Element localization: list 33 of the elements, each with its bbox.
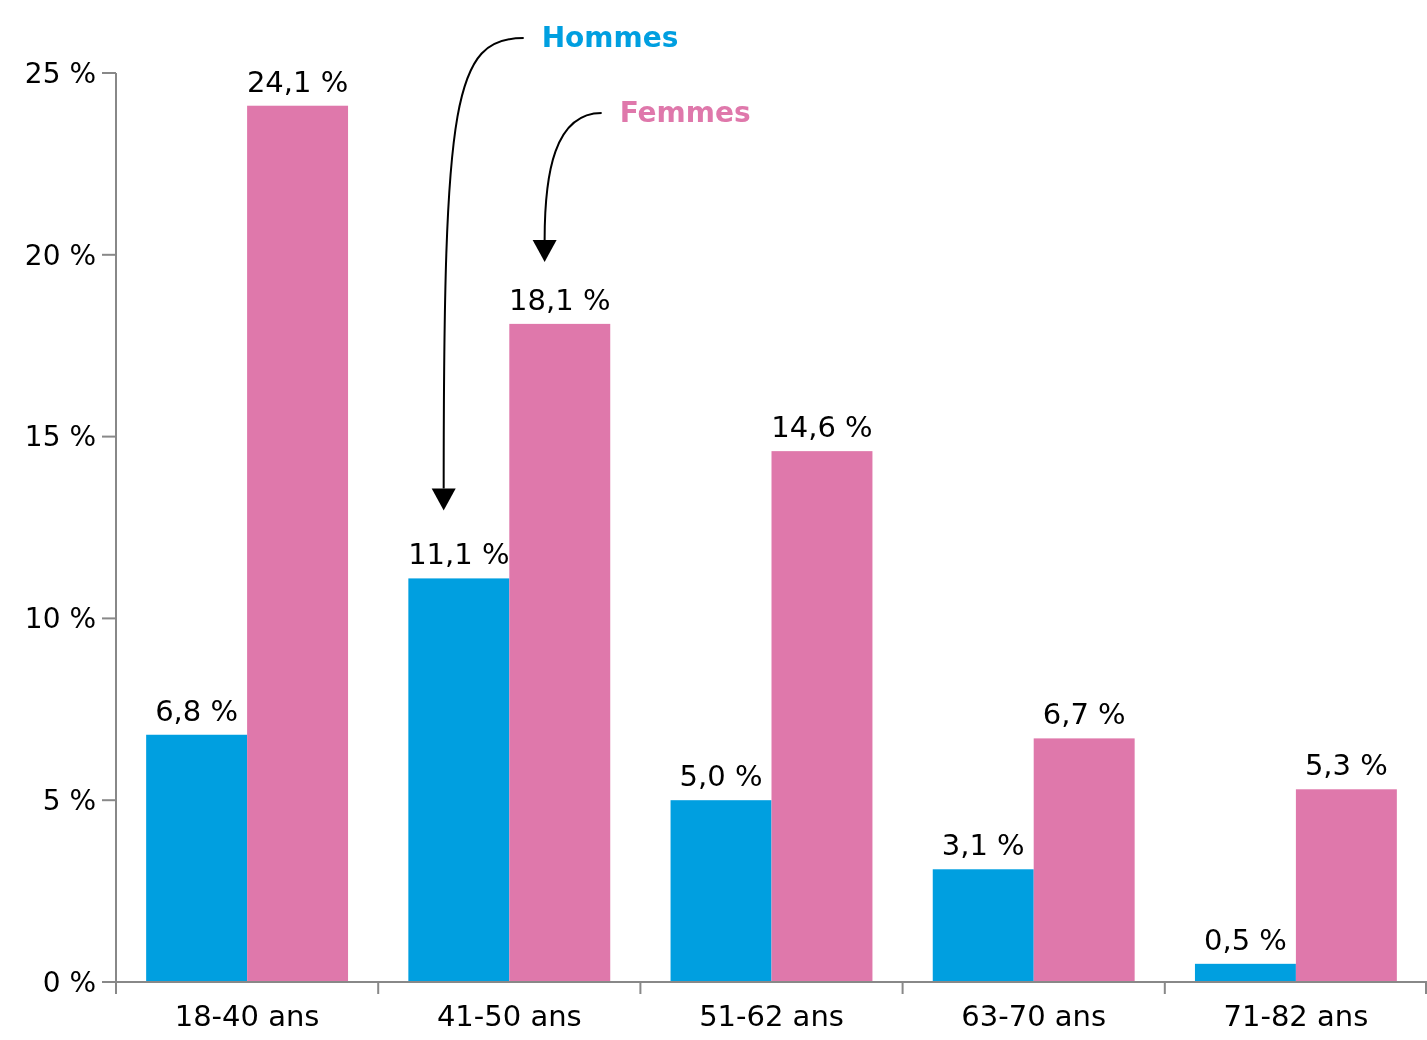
data-label: 24,1 % xyxy=(246,64,349,99)
x-tick-label: 51-62 ans xyxy=(699,999,844,1033)
y-tick-label: 15 % xyxy=(24,420,96,454)
bar xyxy=(509,323,611,982)
data-label: 11,1 % xyxy=(408,537,510,572)
bar xyxy=(1194,963,1296,982)
bar xyxy=(932,869,1034,982)
data-label: 5,0 % xyxy=(679,759,763,794)
bar xyxy=(146,734,248,982)
y-tick-label: 25 % xyxy=(24,56,96,90)
data-label: 14,6 % xyxy=(771,410,873,445)
text: Hommes xyxy=(541,21,679,54)
x-tick-label: 63-70 ans xyxy=(961,999,1107,1033)
text: Femmes xyxy=(619,96,751,129)
data-label: 6,7 % xyxy=(1042,697,1126,732)
y-tick-label: 0 % xyxy=(42,965,96,999)
x-tick-label: 18-40 ans xyxy=(174,999,320,1033)
bar xyxy=(670,800,772,982)
x-tick-label: 41-50 ans xyxy=(436,999,582,1033)
data-label: 0,5 % xyxy=(1203,922,1287,957)
y-tick-label: 20 % xyxy=(24,238,96,272)
data-label: 6,8 % xyxy=(155,693,239,728)
data-label: 5,3 % xyxy=(1304,748,1388,783)
data-label: 18,1 % xyxy=(509,282,611,317)
bar xyxy=(1295,789,1397,982)
y-tick-label: 10 % xyxy=(24,602,96,636)
x-tick-label: 71-82 ans xyxy=(1223,999,1369,1033)
bar xyxy=(247,105,349,982)
data-label: 3,1 % xyxy=(941,828,1025,863)
bar xyxy=(1033,738,1135,982)
bar xyxy=(771,451,873,982)
bar xyxy=(408,578,510,982)
y-tick-label: 5 % xyxy=(42,784,96,817)
